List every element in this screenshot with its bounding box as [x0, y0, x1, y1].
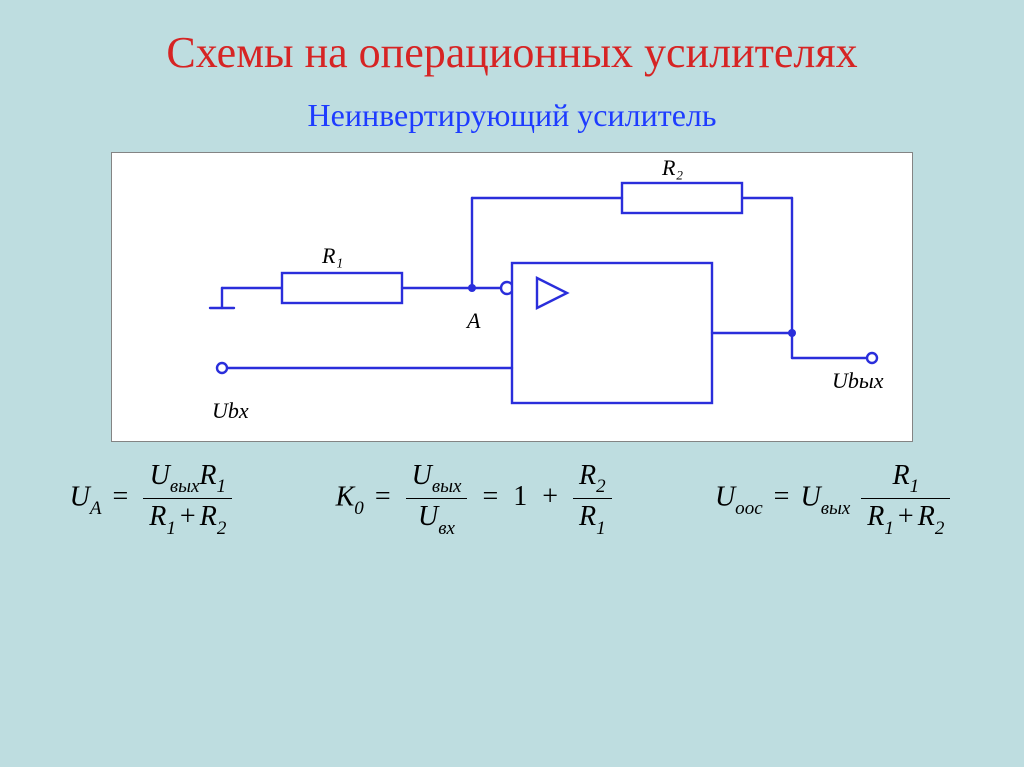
- f2-f2-den-sub: 1: [596, 518, 606, 539]
- f2-f1-den-sub: вх: [438, 518, 455, 539]
- f3-rhs: U: [800, 481, 820, 512]
- f3-den-b: R: [918, 501, 935, 532]
- f2-one: 1: [513, 481, 527, 512]
- page-subtitle: Неинвертирующий усилитель: [0, 97, 1024, 134]
- formulas-row: UA = UвыхR1 R1+R2 K0 = Uвых Uвх: [0, 460, 1024, 538]
- formula-uooc: Uоос = Uвых R1 R1+R2: [715, 460, 954, 538]
- f1-lhs-sub: A: [90, 498, 102, 519]
- equals-icon: =: [482, 481, 498, 512]
- f1-den-b-sub: 2: [217, 518, 227, 539]
- f3-rhs-sub: вых: [821, 498, 851, 519]
- f3-lhs: U: [715, 481, 735, 512]
- f1-den-a: R: [149, 501, 166, 532]
- f2-f1-den: U: [418, 501, 438, 532]
- f3-lhs-sub: оос: [735, 498, 762, 519]
- equals-icon: =: [774, 481, 790, 512]
- f2-fraction1: Uвых Uвх: [406, 460, 468, 538]
- f1-num-a: U: [150, 460, 170, 491]
- plus-icon: +: [542, 481, 558, 512]
- svg-text:R₁: R₁: [321, 243, 343, 268]
- f2-f2-num-sub: 2: [596, 476, 606, 497]
- page-title: Схемы на операционных усилителях: [0, 0, 1024, 79]
- f2-f2-den: R: [579, 501, 596, 532]
- f2-fraction2: R2 R1: [573, 460, 612, 538]
- f1-den-a-sub: 1: [166, 518, 176, 539]
- plus-icon: +: [180, 501, 196, 532]
- plus-icon: +: [898, 501, 914, 532]
- f3-den-a: R: [867, 501, 884, 532]
- svg-text:A: A: [465, 308, 481, 333]
- f2-lhs: K: [336, 481, 355, 512]
- f3-den-b-sub: 2: [935, 518, 945, 539]
- circuit-diagram: R₁ A Ubx Ubыx R₂: [111, 152, 913, 442]
- svg-text:Ubx: Ubx: [212, 398, 249, 423]
- f3-den-a-sub: 1: [884, 518, 894, 539]
- f2-f2-num: R: [579, 460, 596, 491]
- f3-num-a: R: [893, 460, 910, 491]
- f1-num-b-sub: 1: [217, 476, 227, 497]
- f1-den-b: R: [200, 501, 217, 532]
- f1-lhs: U: [70, 481, 90, 512]
- f2-f1-num-sub: вых: [432, 476, 462, 497]
- svg-text:Ubыx: Ubыx: [832, 368, 884, 393]
- formula-ua: UA = UвыхR1 R1+R2: [70, 460, 237, 538]
- f1-num-a-sub: вых: [170, 476, 200, 497]
- equals-icon: =: [113, 481, 129, 512]
- f2-f1-num: U: [412, 460, 432, 491]
- f3-num-a-sub: 1: [910, 476, 920, 497]
- f1-num-b: R: [199, 460, 216, 491]
- f1-fraction: UвыхR1 R1+R2: [143, 460, 232, 538]
- equals-icon: =: [375, 481, 391, 512]
- svg-text:R₂: R₂: [661, 155, 683, 180]
- f2-lhs-sub: 0: [354, 498, 364, 519]
- f3-fraction: R1 R1+R2: [861, 460, 950, 538]
- formula-k0: K0 = Uвых Uвх = 1 + R2 R1: [336, 460, 616, 538]
